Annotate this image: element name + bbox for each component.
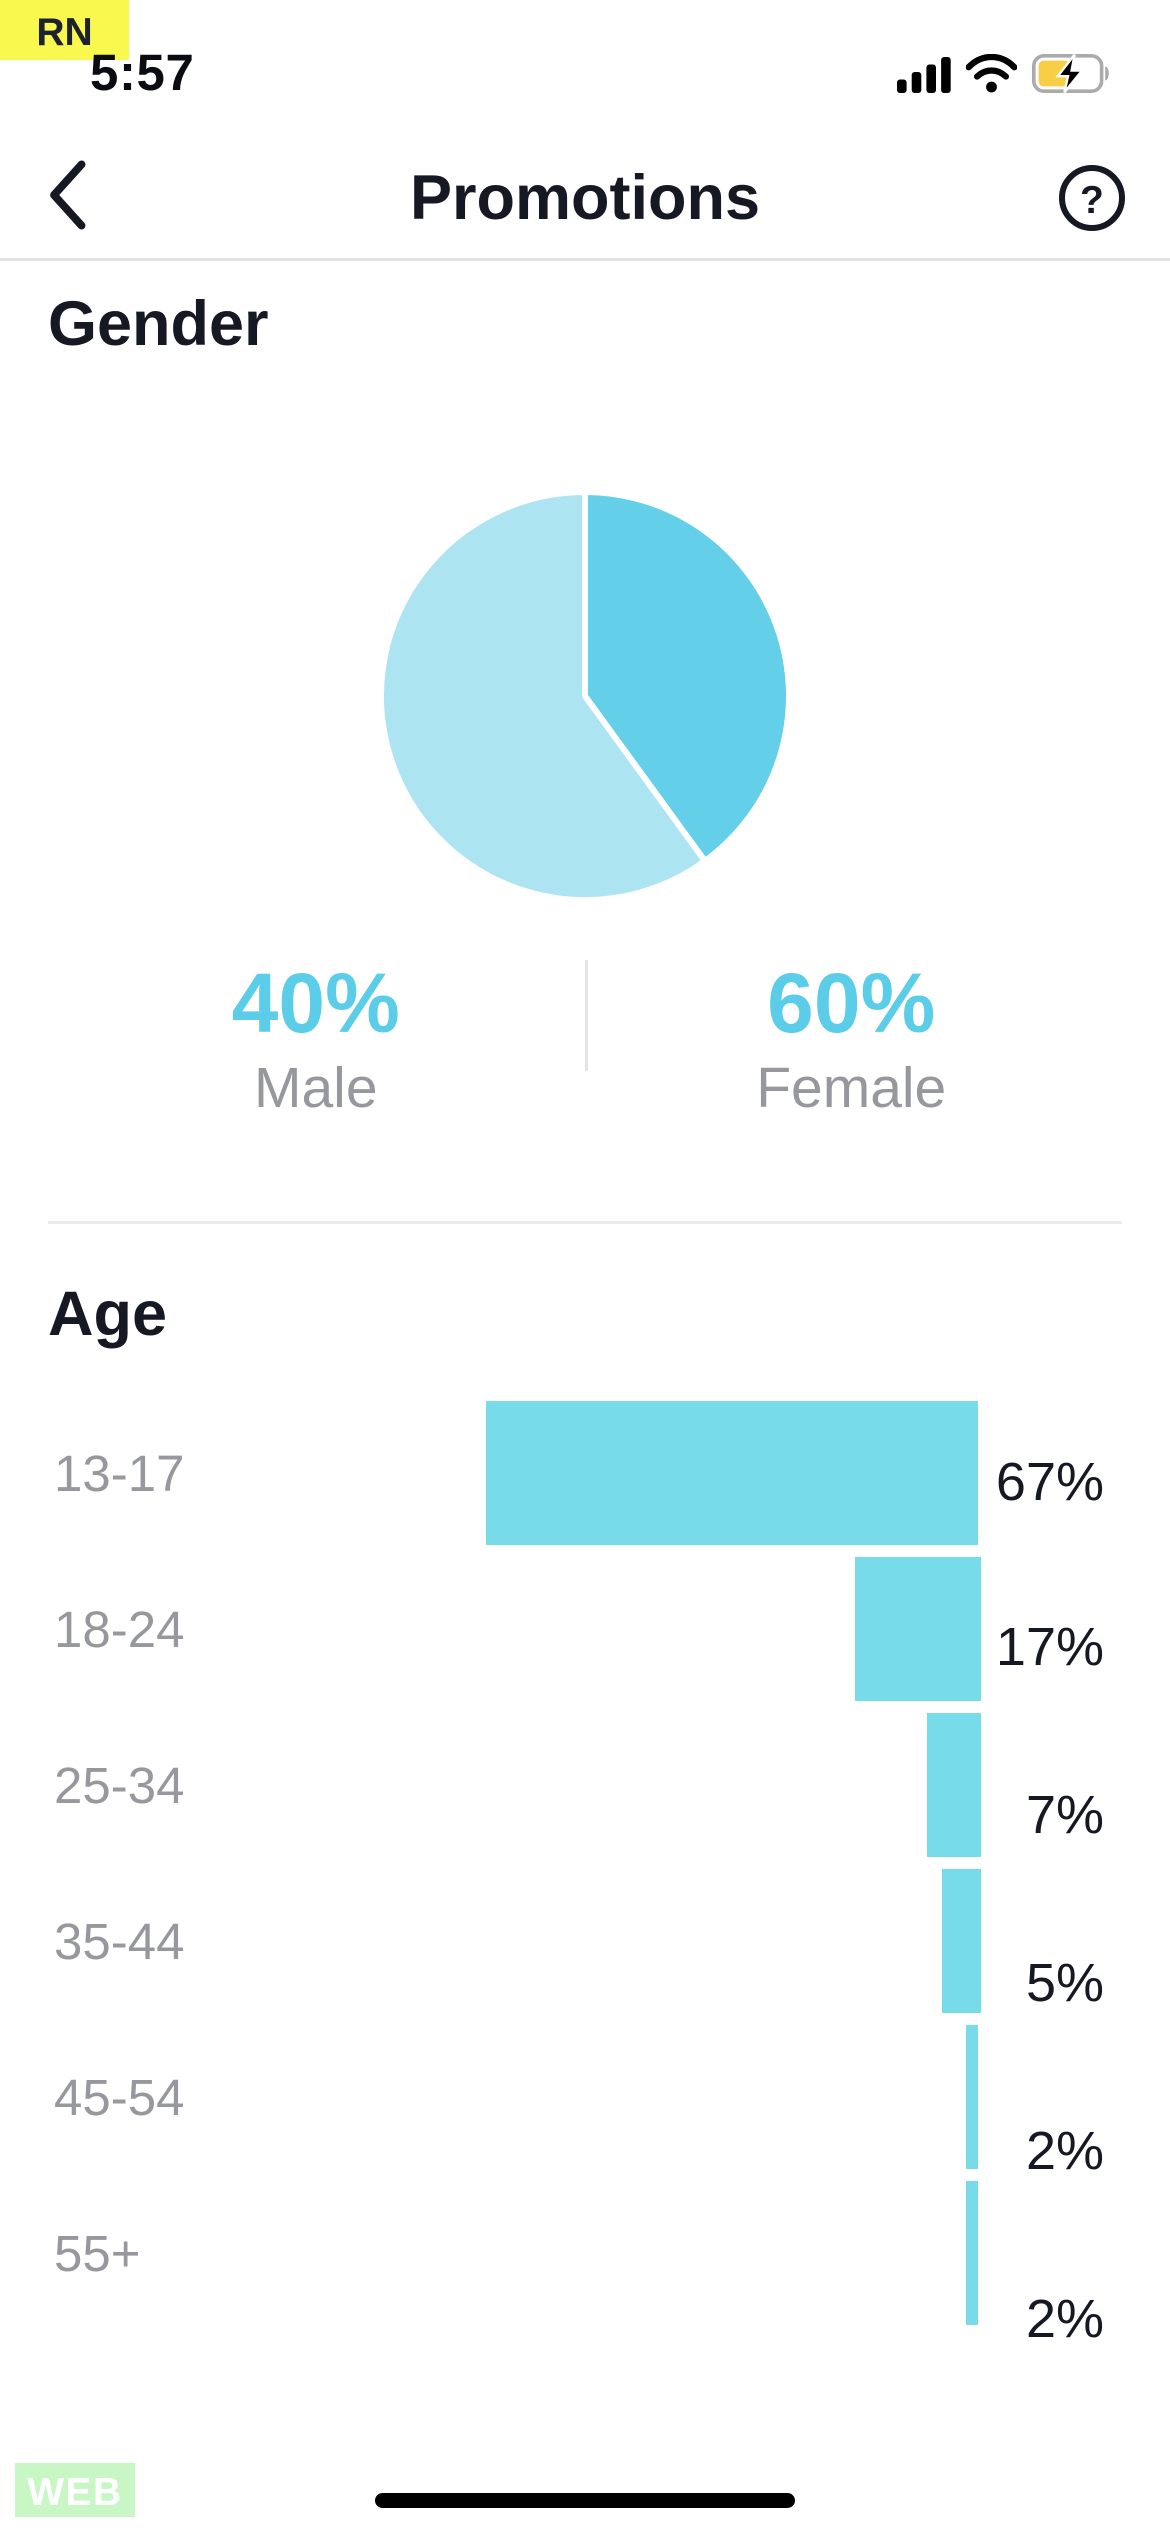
age-section-heading: Age <box>48 1281 168 1350</box>
age-bar <box>942 1867 980 2012</box>
gender-section-heading: Gender <box>48 291 269 360</box>
pie-slice-female <box>378 489 708 903</box>
home-indicator[interactable] <box>375 2493 795 2508</box>
age-bar <box>964 2024 980 2169</box>
gender-legend-female: 60% Female <box>584 957 1170 1134</box>
page-title: Promotions <box>409 165 760 234</box>
age-percentage-label: 2% <box>1025 2288 1104 2349</box>
web-env-badge: WEB <box>15 2463 135 2517</box>
age-bar <box>928 1711 980 1856</box>
react-native-dev-badge: RN <box>0 0 129 60</box>
age-bar <box>854 1555 980 1700</box>
chevron-left-icon <box>48 158 87 245</box>
cellular-signal-icon <box>897 55 951 92</box>
age-category-label: 45-54 <box>54 2068 185 2126</box>
back-button[interactable] <box>48 159 108 240</box>
age-category-label: 25-34 <box>54 1757 185 1815</box>
age-percentage-label: 67% <box>995 1450 1104 1511</box>
age-category-label: 18-24 <box>54 1601 185 1659</box>
age-percentage-label: 5% <box>1025 1953 1104 2014</box>
age-category-label: 35-44 <box>54 1913 185 1971</box>
question-mark-icon: ? <box>1080 175 1104 221</box>
pie-slice-male <box>582 489 792 865</box>
male-label: Male <box>253 1059 378 1122</box>
gender-legend-male: 40% Male <box>0 957 584 1134</box>
female-percentage: 60% <box>767 957 936 1050</box>
wifi-icon <box>966 54 1017 93</box>
age-bar <box>486 1399 980 1544</box>
gender-pie-chart <box>378 489 792 903</box>
age-category-label: 55+ <box>54 2224 141 2282</box>
female-label: Female <box>756 1059 947 1122</box>
dev-badge-label: RN <box>36 7 93 53</box>
legend-divider <box>583 960 587 1071</box>
age-percentage-label: 7% <box>1025 1785 1104 1846</box>
help-button[interactable]: ? <box>1059 165 1125 231</box>
status-time: 5:57 <box>90 45 195 102</box>
nav-bar: Promotions ? <box>0 141 1170 261</box>
gender-legend: 40% Male 60% Female <box>0 957 1170 1134</box>
section-separator <box>48 1221 1122 1224</box>
battery-charging-icon <box>1032 54 1113 93</box>
age-percentage-label: 17% <box>995 1618 1104 1679</box>
status-icons <box>897 54 1113 93</box>
age-percentage-label: 2% <box>1025 2120 1104 2181</box>
male-percentage: 40% <box>231 957 400 1050</box>
web-badge-label: WEB <box>27 2467 123 2513</box>
age-bar <box>964 2180 980 2325</box>
age-category-label: 13-17 <box>54 1446 185 1503</box>
